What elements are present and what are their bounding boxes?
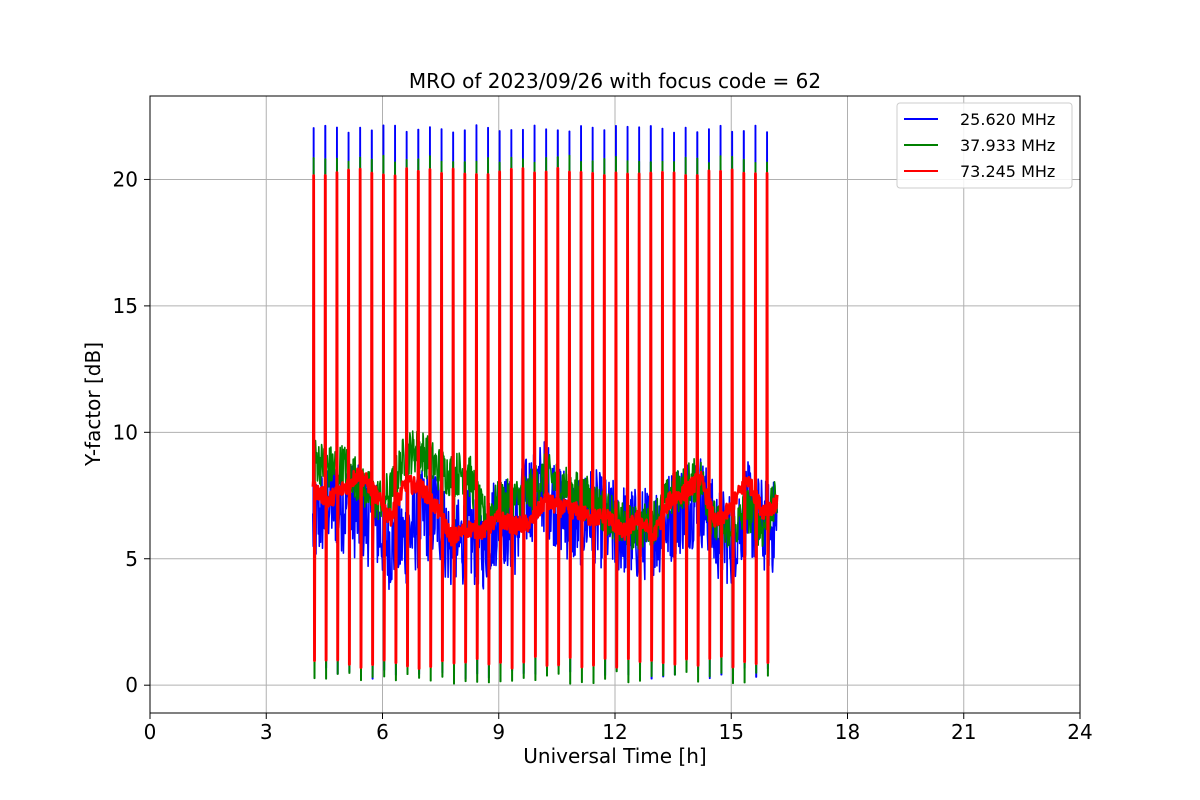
- x-tick-label: 3: [260, 720, 273, 744]
- x-tick-label: 15: [719, 720, 744, 744]
- x-tick-label: 6: [376, 720, 389, 744]
- legend-box: [896, 102, 1073, 189]
- x-tick-label: 12: [602, 720, 627, 744]
- y-axis-ticks: 0 5 10 15 20: [113, 167, 150, 697]
- y-tick-label: 15: [113, 294, 138, 318]
- legend: 25.620 MHz 37.933 MHz 73.245 MHz: [896, 102, 1073, 189]
- legend-label: 37.933 MHz: [960, 136, 1055, 155]
- x-tick-label: 0: [144, 720, 157, 744]
- x-tick-label: 21: [951, 720, 976, 744]
- x-tick-label: 9: [492, 720, 505, 744]
- y-tick-label: 10: [113, 420, 138, 444]
- series-3: [311, 166, 779, 670]
- plot-area: [149, 95, 1081, 714]
- y-tick-label: 20: [113, 167, 138, 191]
- chart-title: MRO of 2023/09/26 with focus code = 62: [409, 69, 821, 93]
- x-axis-ticks: 0 3 6 9 12 15 18 21 24: [144, 713, 1093, 744]
- legend-label: 73.245 MHz: [960, 162, 1055, 181]
- y-tick-label: 5: [125, 547, 138, 571]
- y-tick-label: 0: [125, 673, 138, 697]
- x-tick-label: 24: [1067, 720, 1092, 744]
- series-line: [311, 166, 779, 670]
- series-layer: [311, 124, 779, 685]
- x-tick-label: 18: [835, 720, 860, 744]
- y-axis-label: Y-factor [dB]: [81, 342, 105, 467]
- legend-label: 25.620 MHz: [960, 110, 1055, 129]
- x-axis-label: Universal Time [h]: [523, 744, 706, 768]
